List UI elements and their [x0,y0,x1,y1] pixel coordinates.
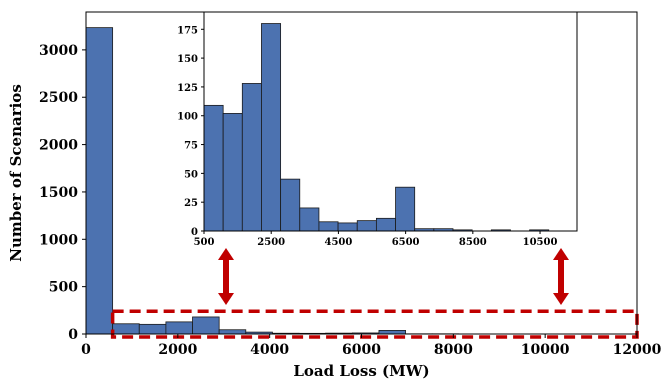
main-bar [165,321,193,335]
inset-bar [222,113,243,232]
inset-y-tick-label: 50 [184,169,198,180]
main-bar [138,323,167,335]
inset-x-tick-label: 8500 [459,237,487,248]
y-axis-label: Number of Scenarios [7,84,25,262]
main-bar [112,323,140,335]
inset-bar [318,221,339,232]
arrows-layer [218,248,569,305]
main-bar [218,329,247,335]
x-tick-label: 2000 [158,342,197,358]
inset-bar [375,217,396,232]
inset-bars [203,23,550,232]
y-tick-label: 1500 [39,185,78,201]
x-tick-label: 6000 [342,342,381,358]
y-tick-label: 0 [68,327,78,343]
y-tick-label: 2000 [39,138,78,154]
x-tick-label: 4000 [250,342,289,358]
inset-bar [356,220,377,232]
main-bar [192,316,220,335]
x-tick-label: 12000 [613,342,662,358]
y-tick-label: 500 [49,280,78,296]
main-bars [85,27,593,335]
inset-x-tick-label: 4500 [324,237,352,248]
inset-bar [395,186,416,232]
double-arrow [218,248,234,305]
inset-x-tick-label: 2500 [257,237,285,248]
inset-bar [337,222,358,232]
x-axis-label: Load Loss (MW) [293,362,429,380]
main-bar [85,27,114,335]
inset-bar [280,178,301,232]
inset-y-tick-label: 25 [184,198,198,209]
y-tick-label: 3000 [39,43,78,59]
inset-plot-frame [203,11,578,232]
inset-y-tick-label: 0 [191,227,198,238]
inset-chart: 500 2500 4500 6500 8500 10500 0 25 50 75 100 125 150… [177,11,578,248]
inset-y-tick-label: 75 [184,141,198,152]
main-bar [378,330,406,335]
x-tick-label: 8000 [434,342,473,358]
inset-y-tick-label: 175 [177,25,198,36]
inset-bar [299,207,320,232]
inset-bar [203,104,224,232]
main-axes: 0 2000 4000 6000 8000 10000 120000500100015002… [39,11,662,358]
double-arrow [553,248,569,305]
inset-x-tick-label: 10500 [523,237,558,248]
inset-bar [241,83,262,232]
inset-axes: 500 2500 4500 6500 8500 10500 0 25 50 75 100 125 150… [177,11,578,248]
inset-bar [261,23,282,232]
y-tick-label: 1000 [39,232,78,248]
inset-y-tick-label: 125 [177,83,198,94]
inset-x-tick-label: 500 [194,237,215,248]
inset-y-tick-label: 150 [177,54,198,65]
x-tick-label: 10000 [521,342,570,358]
y-tick-label: 2500 [39,90,78,106]
inset-x-tick-label: 6500 [392,237,420,248]
x-tick-label: 0 [81,342,91,358]
inset-y-tick-label: 100 [177,112,198,123]
